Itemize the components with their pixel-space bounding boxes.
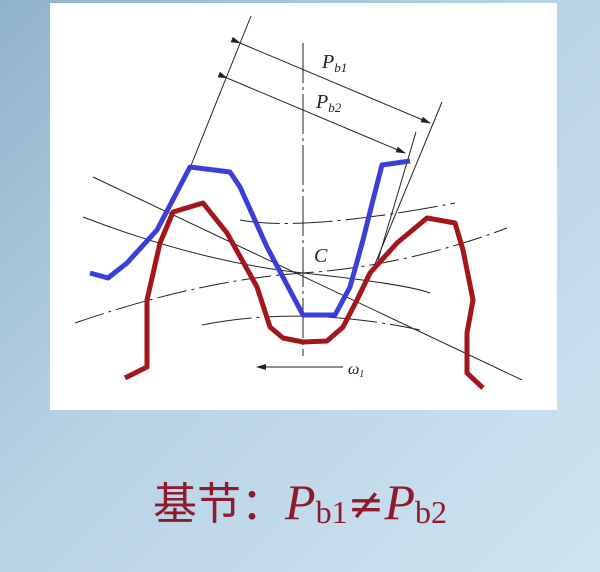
- gear-tooth-red: [123, 200, 485, 390]
- caption: 基节：Pb1≠Pb2: [0, 468, 600, 532]
- base-circle-arc: [82, 216, 431, 294]
- normal-line-right-2: [377, 131, 417, 261]
- pb2-label: Pb2: [315, 91, 342, 115]
- caption-p2: P: [384, 474, 415, 530]
- caption-sub2: b2: [414, 494, 447, 530]
- point-c-label: C: [314, 245, 328, 267]
- omega-label: ω1: [348, 361, 364, 380]
- caption-p1: P: [285, 474, 316, 530]
- pb1-label: Pb1: [321, 51, 347, 75]
- dedendum-arc: [201, 315, 421, 331]
- gear-tooth-blue: [89, 158, 411, 318]
- normal-line-left: [189, 15, 252, 169]
- caption-sub1: b1: [315, 494, 348, 530]
- pb2-dimension: [217, 71, 406, 154]
- pitch-circle-1: [74, 227, 508, 324]
- caption-prefix: 基节：: [153, 479, 286, 530]
- line-of-action: [92, 176, 523, 381]
- caption-neq: ≠: [347, 479, 385, 530]
- normal-line-right-1: [374, 101, 443, 265]
